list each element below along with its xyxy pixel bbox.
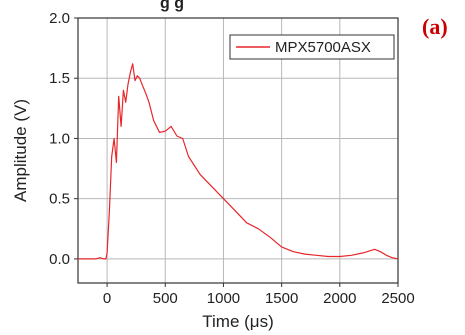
y-tick-label-4: 2.0: [49, 10, 70, 27]
x-tick-label-3: 1500: [265, 290, 298, 307]
x-tick-label-5: 2500: [381, 290, 414, 307]
x-tick-label-1: 500: [153, 290, 178, 307]
x-tick-label-2: 1000: [207, 290, 240, 307]
x-tick-label-0: 0: [103, 290, 111, 307]
x-axis-title: Time (μs): [202, 312, 274, 331]
y-tick-label-0: 0.0: [49, 251, 70, 268]
top-title-fragment: g g: [160, 0, 184, 12]
legend: MPX5700ASX: [229, 34, 395, 60]
tick-layer: 0 500 1000 1500 2000 2500 0.0 0.5 1.0 1.5 2.0: [49, 10, 415, 307]
y-tick-label-2: 1.0: [49, 130, 70, 147]
plot-frame: [77, 17, 399, 284]
y-tick-label-3: 1.5: [49, 70, 70, 87]
plot-area: [77, 17, 399, 284]
y-axis-title: Amplitude (V): [11, 99, 30, 202]
series-line-0: [78, 63, 399, 260]
legend-entry-label: MPX5700ASX: [275, 39, 371, 56]
panel-label: (a): [422, 14, 448, 39]
x-tick-label-4: 2000: [323, 290, 356, 307]
y-tick-label-1: 0.5: [49, 191, 70, 208]
